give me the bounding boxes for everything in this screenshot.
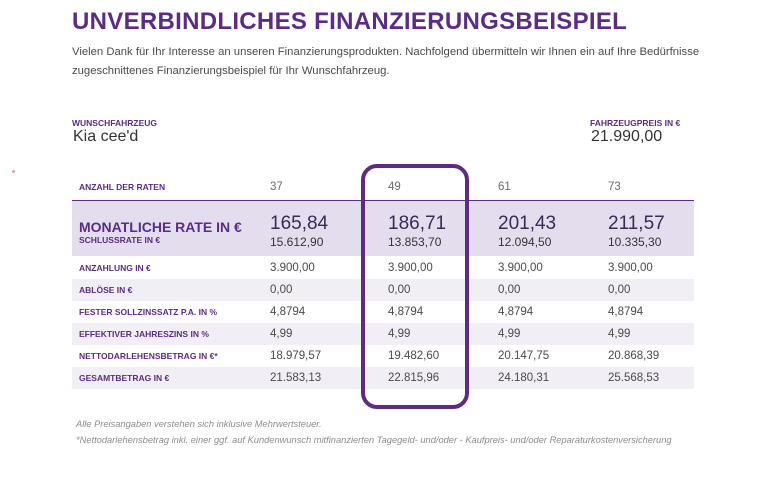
cell-value: 22.815,96 bbox=[380, 367, 490, 389]
cell-value: 0,00 bbox=[380, 279, 490, 301]
cell-raten-49[interactable]: 49 bbox=[380, 173, 490, 201]
decorative-dot bbox=[12, 170, 15, 173]
row-label: EFFEKTIVER JAHRESZINS IN % bbox=[72, 323, 270, 345]
cell-value: 4,99 bbox=[490, 323, 600, 345]
cell-value: 25.568,53 bbox=[600, 367, 694, 389]
cell-value: 20.147,75 bbox=[498, 350, 550, 362]
table-row-schlussrate: SCHLUSSRATE IN € 15.612,90 13.853,70 12.… bbox=[72, 235, 694, 257]
cell-raten-73[interactable]: 73 bbox=[600, 173, 694, 201]
cell-value: 3.900,00 bbox=[380, 256, 490, 279]
cell-value: 211,57 bbox=[600, 200, 694, 235]
cell-value: 21.583,13 bbox=[270, 367, 380, 389]
row-label: FESTER SOLLZINSSATZ P.A. IN % bbox=[79, 307, 218, 317]
cell-value: 4,8794 bbox=[388, 306, 424, 318]
row-label: ANZAHLUNG IN € bbox=[72, 256, 270, 279]
cell-value: 3.900,00 bbox=[600, 256, 694, 279]
price-label: FAHRZEUGPREIS IN € bbox=[590, 118, 681, 128]
cell-value: 4,99 bbox=[380, 323, 490, 345]
row-label: SCHLUSSRATE IN € bbox=[72, 235, 270, 257]
row-label: NETTODARLEHENSBETRAG IN €* bbox=[79, 351, 218, 361]
cell-value: 3.900,00 bbox=[270, 256, 380, 279]
cell-value: 0,00 bbox=[490, 279, 600, 301]
cell-value: 24.180,31 bbox=[490, 367, 600, 389]
cell-value: 186,71 bbox=[380, 200, 490, 235]
table-row-anzahlung: ANZAHLUNG IN € 3.900,00 3.900,00 3.900,0… bbox=[72, 256, 694, 279]
table-row-jahreszins: EFFEKTIVER JAHRESZINS IN % 4,99 4,99 4,9… bbox=[72, 323, 694, 345]
cell-value: 13.853,70 bbox=[380, 235, 490, 257]
price-value: 21.990,00 bbox=[591, 128, 663, 145]
table-row-raten: ANZAHL DER RATEN 37 49 61 73 bbox=[72, 173, 694, 201]
cell-value: 4,8794 bbox=[270, 306, 306, 318]
cell-value: 12.094,50 bbox=[490, 235, 600, 257]
cell-value: 3.900,00 bbox=[490, 256, 600, 279]
row-label: MONATLICHE RATE IN € bbox=[72, 200, 270, 235]
footnote-vat: Alle Preisangaben verstehen sich inklusi… bbox=[76, 419, 322, 429]
cell-value: 4,99 bbox=[270, 323, 380, 345]
cell-value: 0,00 bbox=[270, 279, 380, 301]
cell-value: 4,99 bbox=[600, 323, 694, 345]
page-title: UNVERBINDLICHES FINANZIERUNGSBEISPIEL bbox=[72, 8, 628, 35]
cell-value: 19.482,60 bbox=[388, 350, 440, 362]
vehicle-value: Kia cee'd bbox=[73, 128, 139, 145]
table-row-nettodarlehensbetrag: NETTODARLEHENSBETRAG IN €* 18.979,57 19.… bbox=[72, 345, 694, 367]
cell-value: 0,00 bbox=[600, 279, 694, 301]
row-label: GESAMTBETRAG IN € bbox=[72, 367, 270, 389]
vehicle-label: WUNSCHFAHRZEUG bbox=[72, 118, 157, 128]
row-label: ABLÖSE IN € bbox=[72, 279, 270, 301]
cell-value: 10.335,30 bbox=[600, 235, 694, 257]
table-row-sollzinssatz: FESTER SOLLZINSSATZ P.A. IN % 4,8794 4,8… bbox=[72, 301, 694, 323]
financing-table: ANZAHL DER RATEN 37 49 61 73 MONATLICHE … bbox=[72, 173, 694, 389]
row-label: ANZAHL DER RATEN bbox=[72, 173, 270, 201]
cell-value: 4,8794 bbox=[608, 306, 644, 318]
cell-value: 201,43 bbox=[490, 200, 600, 235]
cell-raten-61[interactable]: 61 bbox=[490, 173, 600, 201]
cell-value: 18.979,57 bbox=[270, 350, 322, 362]
table-row-gesamtbetrag: GESAMTBETRAG IN € 21.583,13 22.815,96 24… bbox=[72, 367, 694, 389]
cell-value: 20.868,39 bbox=[608, 350, 660, 362]
footnote-insurance: *Nettodarlehensbetrag inkl. einer ggf. a… bbox=[76, 435, 672, 445]
table-row-abloese: ABLÖSE IN € 0,00 0,00 0,00 0,00 bbox=[72, 279, 694, 301]
cell-value: 4,8794 bbox=[498, 306, 534, 318]
selected-column-highlight bbox=[361, 164, 469, 409]
cell-value: 15.612,90 bbox=[270, 235, 380, 257]
intro-text: Vielen Dank für Ihr Interesse an unseren… bbox=[72, 46, 700, 77]
